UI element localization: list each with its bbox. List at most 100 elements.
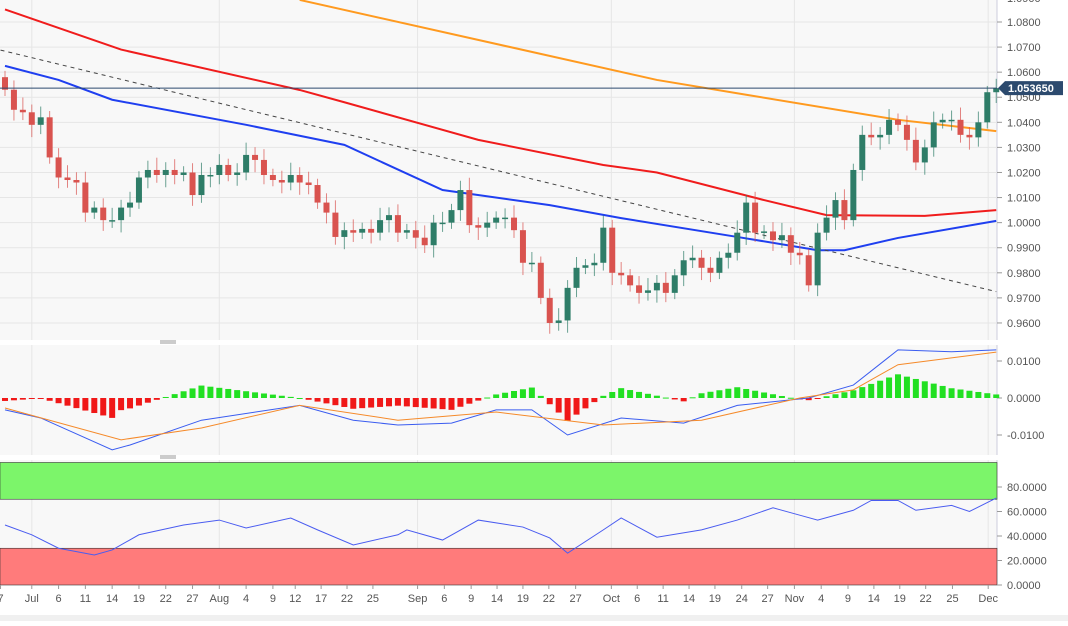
macd-histogram-bar: [359, 398, 366, 409]
candle: [475, 217, 482, 240]
candle-body: [252, 154, 259, 160]
x-tick-label: 27: [186, 593, 198, 605]
macd-histogram-bar: [305, 398, 312, 400]
candle-body: [787, 235, 794, 253]
candle-body: [153, 169, 160, 175]
candle: [609, 219, 616, 286]
candle: [278, 170, 285, 194]
macd-histogram-bar: [403, 398, 410, 407]
candle-body: [564, 287, 571, 321]
candle: [457, 180, 464, 221]
candle-body: [457, 190, 464, 211]
candle-body: [725, 252, 732, 258]
candle: [296, 167, 303, 195]
macd-histogram-bar: [225, 388, 232, 398]
x-tick-label: 6: [634, 593, 640, 605]
candle-body: [323, 202, 330, 213]
macd-histogram-bar: [109, 398, 116, 418]
y-tick-label: 1.0600: [1007, 67, 1041, 79]
candle-body: [91, 207, 98, 213]
candle: [502, 208, 509, 229]
candle: [493, 211, 500, 229]
macd-histogram-bar: [466, 398, 473, 404]
candle: [734, 220, 741, 261]
candle: [243, 142, 250, 181]
candle: [841, 189, 848, 230]
last-price-badge: [998, 81, 1063, 96]
candle-body: [939, 119, 946, 123]
macd-histogram-bar: [707, 391, 714, 398]
macd-histogram-bar: [421, 398, 428, 408]
candle: [778, 222, 785, 248]
macd-histogram-bar: [939, 385, 946, 398]
macd-tick-label: 0.0100: [1007, 356, 1041, 368]
candle-body: [582, 265, 589, 268]
macd-histogram-bar: [895, 374, 901, 398]
candle-body: [350, 230, 357, 233]
x-tick-label: 22: [920, 593, 932, 605]
macd-histogram-bar: [287, 396, 294, 398]
candle: [752, 191, 759, 242]
y-tick-label: 1.0900: [1007, 0, 1041, 5]
rsi-tick-label: 20.0000: [1007, 556, 1047, 568]
candle: [948, 110, 955, 131]
candle: [769, 222, 776, 251]
macd-tick-label: -0.0100: [1007, 430, 1044, 442]
macd-histogram-bar: [341, 398, 348, 407]
candle-body: [127, 202, 134, 208]
macd-histogram-bar: [189, 388, 196, 398]
x-tick-label: 9: [468, 593, 474, 605]
candle-body: [903, 124, 910, 140]
x-tick-label: 22: [160, 593, 172, 605]
x-tick-label: Aug: [210, 593, 230, 605]
candle: [975, 111, 982, 147]
candle-body: [948, 119, 955, 122]
candle-body: [28, 112, 35, 125]
candle: [448, 203, 455, 229]
candle-body: [966, 134, 973, 138]
candle: [957, 107, 964, 143]
candle: [716, 251, 723, 280]
candle: [698, 249, 705, 281]
candle-body: [493, 217, 500, 223]
candle: [511, 205, 518, 238]
candle-body: [850, 169, 857, 221]
macd-histogram-bar: [350, 398, 357, 409]
rsi-tick-label: 80.0000: [1007, 482, 1047, 494]
x-tick-label: Nov: [785, 593, 805, 605]
x-tick-label: 27: [761, 593, 773, 605]
candle-body: [984, 92, 991, 123]
x-tick-label: 19: [894, 593, 906, 605]
candle-body: [37, 117, 44, 125]
candle: [305, 171, 312, 195]
candle-body: [868, 134, 875, 138]
x-tick-label: 11: [657, 593, 668, 605]
candle: [644, 278, 651, 301]
candle: [46, 111, 53, 164]
candle-body: [823, 217, 830, 233]
macd-histogram-bar: [734, 387, 741, 398]
candle-body: [207, 174, 214, 177]
candle-body: [359, 228, 366, 233]
candle-body: [752, 202, 759, 233]
y-tick-label: 1.0000: [1007, 218, 1041, 230]
macd-histogram-bar: [377, 398, 384, 407]
x-tick-label: 27: [570, 593, 582, 605]
x-tick-label: 12: [289, 593, 301, 605]
candle-body: [439, 222, 446, 225]
macd-histogram-bar: [841, 392, 848, 398]
candle-body: [680, 260, 687, 276]
candle: [225, 158, 232, 182]
x-tick-label: 25: [946, 593, 958, 605]
macd-histogram-bar: [582, 398, 589, 409]
candle-body: [144, 169, 151, 178]
candle: [64, 165, 71, 188]
candle-body: [368, 228, 375, 233]
candle-body: [109, 220, 116, 222]
candle: [582, 259, 589, 275]
candle-body: [403, 230, 410, 233]
x-tick-label: 4: [818, 593, 824, 605]
macd-histogram-bar: [493, 394, 500, 398]
macd-line: [4, 349, 997, 451]
